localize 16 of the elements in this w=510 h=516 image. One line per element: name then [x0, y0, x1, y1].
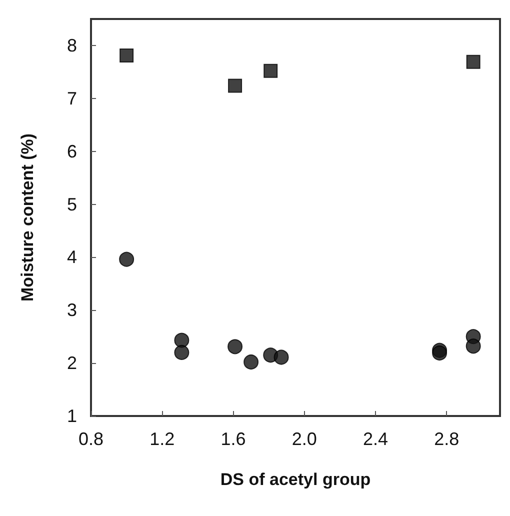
x-tick-label: 1.2 [150, 429, 175, 449]
x-tick-label: 2.4 [363, 429, 388, 449]
x-tick-label: 0.8 [78, 429, 104, 449]
x-tick-label: 1.6 [220, 429, 246, 449]
y-tick-label: 6 [66, 141, 77, 162]
y-tick-label: 3 [66, 300, 77, 320]
y-tick-label: 4 [66, 247, 77, 268]
x-tick-label: 2.0 [292, 429, 317, 449]
y-tick-label: 2 [66, 353, 77, 374]
y-axis-title: Moisture content (%) [18, 133, 37, 302]
x-tick-label: 2.8 [434, 429, 460, 449]
y-tick-label: 1 [66, 406, 77, 426]
y-tick-label: 7 [66, 88, 77, 108]
x-axis-title: DS of acetyl group [220, 470, 371, 489]
y-tick-label: 8 [66, 35, 77, 56]
y-tick-label: 5 [66, 194, 77, 214]
